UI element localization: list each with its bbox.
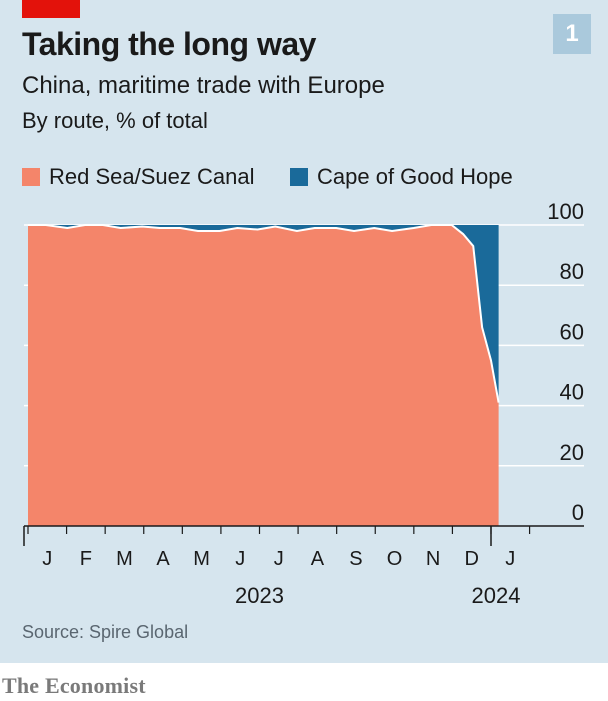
x-year-label: 2023 — [235, 583, 284, 608]
x-tick-label: A — [311, 548, 325, 570]
chart-title: Taking the long way — [22, 26, 316, 62]
x-tick-label: D — [464, 548, 478, 570]
brand-logo: The Economist — [2, 673, 146, 698]
y-tick-label: 60 — [560, 319, 584, 344]
y-tick-label: 80 — [560, 259, 584, 284]
area-red-sea-suez — [28, 225, 499, 526]
area-chart: 100 80 60 40 20 0 J F M A M J J A S O N D J 2023 2024 — [23, 199, 584, 608]
x-tick-label: S — [349, 548, 362, 570]
x-tick-label: J — [274, 548, 284, 570]
x-tick-label: O — [387, 548, 403, 570]
chart-subtitle: China, maritime trade with Europe — [22, 72, 385, 99]
x-tick-label: F — [80, 548, 92, 570]
legend-swatch-cape — [290, 168, 308, 186]
legend-item-cape: Cape of Good Hope — [290, 164, 513, 190]
y-tick-label: 100 — [547, 199, 584, 224]
legend-swatch-red-sea — [22, 168, 40, 186]
series-boundary-line — [28, 224, 500, 403]
chart-number-badge: 1 — [553, 14, 591, 54]
legend-label-red-sea: Red Sea/Suez Canal — [49, 164, 255, 189]
brand-red-tag — [22, 0, 80, 18]
x-tick-label: J — [235, 548, 245, 570]
x-tick-label: A — [156, 548, 170, 570]
x-tick-label: J — [505, 548, 515, 570]
x-tick-label: M — [193, 548, 210, 570]
y-tick-label: 40 — [560, 380, 584, 405]
x-tick-label: M — [116, 548, 133, 570]
x-tick-label: N — [426, 548, 440, 570]
x-tick-label: J — [42, 548, 52, 570]
y-tick-label: 0 — [572, 500, 584, 525]
legend-item-red-sea: Red Sea/Suez Canal — [22, 164, 254, 190]
chart-unit-line: By route, % of total — [22, 108, 208, 133]
legend-label-cape: Cape of Good Hope — [317, 164, 513, 189]
source-note: Source: Spire Global — [22, 622, 189, 642]
y-tick-label: 20 — [560, 440, 584, 465]
x-year-label: 2024 — [472, 583, 521, 608]
